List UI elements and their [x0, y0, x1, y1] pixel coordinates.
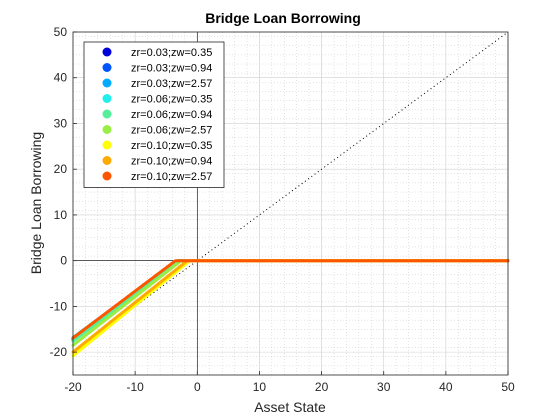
legend-marker — [102, 125, 112, 134]
y-tick-label: -10 — [50, 299, 68, 313]
legend-marker — [102, 47, 112, 57]
y-tick-label: 40 — [54, 71, 68, 85]
x-tick-label: -10 — [126, 380, 144, 394]
legend-marker — [102, 171, 112, 181]
legend-entry: zr=0.03;zw=0.35 — [131, 47, 212, 59]
y-axis-ticks: -20 -10 0 10 20 30 40 50 — [50, 25, 77, 359]
legend-entry: zr=0.06;zw=0.94 — [131, 109, 212, 121]
series-line-9 — [71, 259, 510, 340]
legend-marker — [102, 109, 112, 119]
legend-entry: zr=0.03;zw=0.94 — [131, 63, 212, 75]
x-tick-label: 0 — [194, 380, 201, 394]
legend-entry: zr=0.03;zw=2.57 — [131, 78, 212, 90]
x-axis-ticks: -20 -10 0 10 20 30 40 50 — [64, 371, 515, 394]
y-tick-label: 10 — [54, 208, 68, 222]
chart-title: Bridge Loan Borrowing — [205, 10, 361, 26]
x-tick-label: -20 — [64, 380, 82, 394]
legend-entry: zr=0.10;zw=2.57 — [131, 171, 212, 183]
x-tick-label: 20 — [315, 380, 329, 394]
legend-entry: zr=0.06;zw=2.57 — [131, 125, 212, 137]
y-tick-label: -20 — [50, 345, 68, 359]
legend-entry: zr=0.10;zw=0.94 — [131, 156, 212, 168]
y-tick-label: 30 — [54, 116, 68, 130]
legend-marker — [102, 156, 112, 165]
y-tick-label: 0 — [60, 254, 67, 268]
x-axis-label: Asset State — [254, 399, 326, 415]
y-tick-label: 20 — [54, 162, 68, 176]
x-tick-label: 50 — [501, 380, 515, 394]
legend-marker — [102, 140, 112, 150]
x-tick-label: 10 — [253, 380, 267, 394]
legend: zr=0.03;zw=0.35 zr=0.03;zw=0.94 zr=0.03;zw… — [83, 41, 225, 188]
x-tick-label: 40 — [439, 380, 453, 394]
y-axis-label: Bridge Loan Borrowing — [28, 132, 44, 274]
x-tick-label: 30 — [377, 380, 391, 394]
legend-marker — [102, 94, 112, 103]
axes-box — [72, 31, 509, 376]
series-lines — [71, 259, 510, 358]
legend-marker — [102, 63, 112, 72]
legend-entry: zr=0.10;zw=0.35 — [131, 140, 212, 152]
y-tick-label: 50 — [54, 25, 68, 39]
legend-marker — [102, 78, 112, 88]
legend-entry: zr=0.06;zw=0.35 — [131, 94, 212, 106]
